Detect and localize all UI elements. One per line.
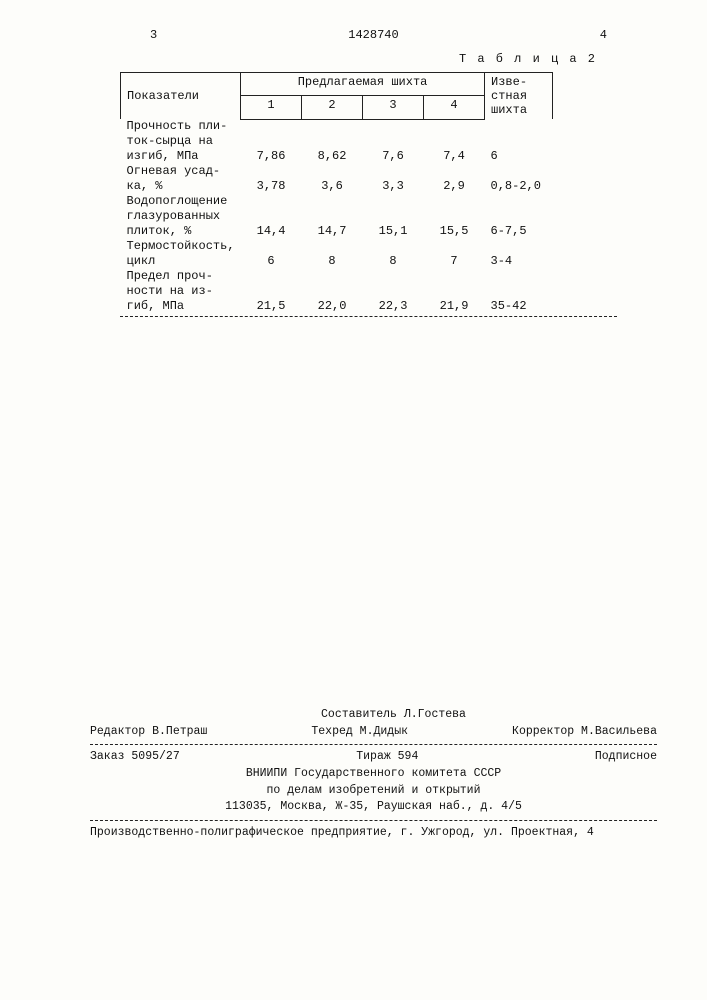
cell: 7,4 bbox=[424, 119, 485, 164]
blank-space bbox=[90, 317, 657, 697]
table-row: Прочность пли- ток-сырца на изгиб, МПа 7… bbox=[121, 119, 553, 164]
table-row: Предел проч- ности на из- гиб, МПа 21,5 … bbox=[121, 269, 553, 314]
table-body: Прочность пли- ток-сырца на изгиб, МПа 7… bbox=[121, 119, 553, 314]
cell: 6 bbox=[485, 119, 553, 164]
row-label: Огневая усад- ка, % bbox=[121, 164, 241, 194]
footer-order: Заказ 5095/27 bbox=[90, 749, 180, 766]
cell: 3,78 bbox=[241, 164, 302, 194]
cell: 14,4 bbox=[241, 194, 302, 239]
cell: 15,1 bbox=[363, 194, 424, 239]
cell: 14,7 bbox=[302, 194, 363, 239]
col-sub-3: 3 bbox=[363, 96, 424, 119]
cell: 3-4 bbox=[485, 239, 553, 269]
cell: 0,8-2,0 bbox=[485, 164, 553, 194]
footer-block: Составитель Л.Гостева Редактор В.Петраш … bbox=[90, 707, 657, 842]
data-table: Показатели Предлагаемая шихта Изве- стна… bbox=[120, 72, 553, 314]
footer-address: 113035, Москва, Ж-35, Раушская наб., д. … bbox=[90, 799, 657, 816]
row-label: Водопоглощение глазурованных плиток, % bbox=[121, 194, 241, 239]
col-sub-1: 1 bbox=[241, 96, 302, 119]
page-number-right: 4 bbox=[600, 28, 607, 42]
page-number-left: 3 bbox=[150, 28, 157, 42]
footer-printer: Производственно-полиграфическое предприя… bbox=[90, 825, 657, 842]
table-caption: Т а б л и ц а 2 bbox=[90, 52, 597, 66]
cell: 21,5 bbox=[241, 269, 302, 314]
cell: 35-42 bbox=[485, 269, 553, 314]
row-label: Предел проч- ности на из- гиб, МПа bbox=[121, 269, 241, 314]
cell: 15,5 bbox=[424, 194, 485, 239]
col-known: Изве- стная шихта bbox=[485, 73, 553, 120]
cell: 7,86 bbox=[241, 119, 302, 164]
row-label: Прочность пли- ток-сырца на изгиб, МПа bbox=[121, 119, 241, 164]
footer-separator-1 bbox=[90, 744, 657, 745]
cell: 22,3 bbox=[363, 269, 424, 314]
footer-order-line: Заказ 5095/27 Тираж 594 Подписное bbox=[90, 749, 657, 766]
cell: 8 bbox=[302, 239, 363, 269]
cell: 7,6 bbox=[363, 119, 424, 164]
col-sub-2: 2 bbox=[302, 96, 363, 119]
col-indicator: Показатели bbox=[121, 73, 241, 120]
cell: 22,0 bbox=[302, 269, 363, 314]
table-row: Водопоглощение глазурованных плиток, % 1… bbox=[121, 194, 553, 239]
footer-separator-2 bbox=[90, 820, 657, 821]
footer-compiler: Составитель Л.Гостева bbox=[90, 707, 657, 724]
cell: 2,9 bbox=[424, 164, 485, 194]
cell: 3,6 bbox=[302, 164, 363, 194]
table-header-row-1: Показатели Предлагаемая шихта Изве- стна… bbox=[121, 73, 553, 96]
cell: 8,62 bbox=[302, 119, 363, 164]
footer-org-1: ВНИИПИ Государственного комитета СССР bbox=[90, 766, 657, 783]
cell: 6-7,5 bbox=[485, 194, 553, 239]
cell: 6 bbox=[241, 239, 302, 269]
footer-editor: Редактор В.Петраш bbox=[90, 724, 207, 741]
table-row: Термостойкость, цикл 6 8 8 7 3-4 bbox=[121, 239, 553, 269]
footer-corrector: Корректор М.Васильева bbox=[512, 724, 657, 741]
col-group: Предлагаемая шихта bbox=[241, 73, 485, 96]
patent-page: 3 4 1428740 Т а б л и ц а 2 Показатели П… bbox=[0, 0, 707, 1000]
cell: 21,9 bbox=[424, 269, 485, 314]
footer-org-2: по делам изобретений и открытий bbox=[90, 783, 657, 800]
cell: 3,3 bbox=[363, 164, 424, 194]
table-row: Огневая усад- ка, % 3,78 3,6 3,3 2,9 0,8… bbox=[121, 164, 553, 194]
footer-tirazh: Тираж 594 bbox=[356, 749, 418, 766]
cell: 8 bbox=[363, 239, 424, 269]
cell: 7 bbox=[424, 239, 485, 269]
footer-podpisnoe: Подписное bbox=[595, 749, 657, 766]
footer-techred: Техред М.Дидык bbox=[311, 724, 408, 741]
footer-credits-line: Редактор В.Петраш Техред М.Дидык Коррект… bbox=[90, 724, 657, 741]
row-label: Термостойкость, цикл bbox=[121, 239, 241, 269]
col-sub-4: 4 bbox=[424, 96, 485, 119]
document-number: 1428740 bbox=[90, 28, 657, 42]
